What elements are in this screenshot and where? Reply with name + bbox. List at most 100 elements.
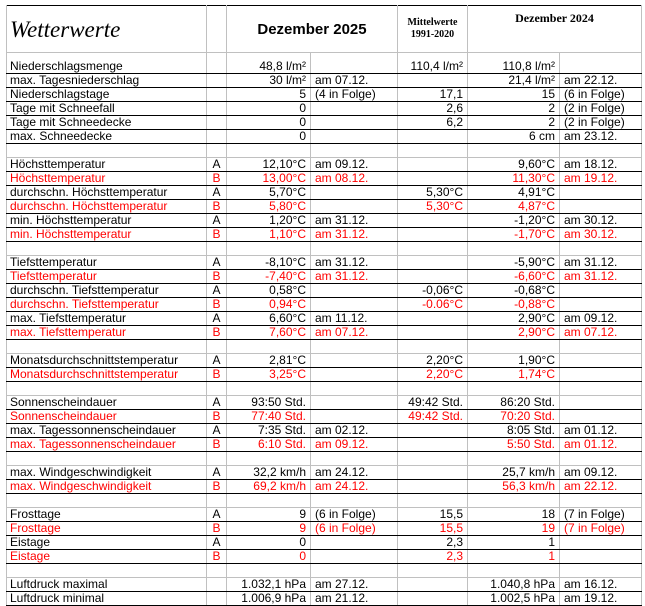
date-2024-cell[interactable]: (2 in Folge) <box>559 115 642 130</box>
station-cell[interactable] <box>206 591 227 606</box>
mittelwert-cell[interactable] <box>397 479 468 494</box>
value-2024-cell[interactable]: 56,3 km/h <box>467 479 560 494</box>
label-cell[interactable] <box>6 563 207 578</box>
date-2025-cell[interactable] <box>310 493 398 508</box>
value-2024-cell[interactable]: 110,8 l/m² <box>467 52 560 74</box>
station-cell[interactable]: B <box>206 297 227 312</box>
value-2024-cell[interactable] <box>467 381 560 396</box>
label-cell[interactable]: Niederschlagsmenge <box>6 52 207 74</box>
mittelwert-cell[interactable] <box>397 269 468 284</box>
label-cell[interactable]: durchschn. Höchsttemperatur <box>6 185 207 200</box>
date-2024-cell[interactable]: am 31.12. <box>559 255 642 270</box>
value-2025-cell[interactable]: 30 l/m² <box>226 73 311 88</box>
mittelwert-cell[interactable] <box>397 451 468 466</box>
label-cell[interactable]: min. Höchsttemperatur <box>6 227 207 242</box>
station-cell[interactable]: A <box>206 255 227 270</box>
value-2024-cell[interactable]: 19 <box>467 521 560 536</box>
value-2024-cell[interactable]: 1,74°C <box>467 367 560 382</box>
value-2025-cell[interactable]: 9 <box>226 507 311 522</box>
mittelwert-cell[interactable]: 49:42 Std. <box>397 395 468 410</box>
label-cell[interactable]: max. Schneedecke <box>6 129 207 144</box>
date-2024-cell[interactable] <box>559 451 642 466</box>
date-2024-cell[interactable] <box>559 339 642 354</box>
date-2024-cell[interactable] <box>559 535 642 550</box>
value-2025-cell[interactable]: 2,81°C <box>226 353 311 368</box>
date-2025-cell[interactable]: am 31.12. <box>310 227 398 242</box>
date-2025-cell[interactable] <box>310 52 398 74</box>
date-2024-cell[interactable] <box>559 143 642 158</box>
date-2025-cell[interactable] <box>310 381 398 396</box>
date-2025-cell[interactable]: (4 in Folge) <box>310 87 398 102</box>
station-cell[interactable]: B <box>206 521 227 536</box>
station-cell[interactable]: B <box>206 325 227 340</box>
label-cell[interactable]: Tage mit Schneedecke <box>6 115 207 130</box>
station-cell[interactable]: A <box>206 213 227 228</box>
label-cell[interactable]: Monatsdurchschnittstemperatur <box>6 367 207 382</box>
station-cell[interactable]: B <box>206 199 227 214</box>
station-cell[interactable] <box>206 129 227 144</box>
date-2024-cell[interactable] <box>559 283 642 298</box>
station-cell[interactable]: B <box>206 171 227 186</box>
value-2025-cell[interactable]: 77:40 Std. <box>226 409 311 424</box>
date-2024-cell[interactable]: (2 in Folge) <box>559 101 642 116</box>
value-2025-cell[interactable]: 5,80°C <box>226 199 311 214</box>
date-2024-cell[interactable]: (6 in Folge) <box>559 87 642 102</box>
value-2024-cell[interactable] <box>467 143 560 158</box>
label-cell[interactable]: Sonnenscheindauer <box>6 409 207 424</box>
date-2025-cell[interactable] <box>310 395 398 410</box>
date-2025-cell[interactable] <box>310 549 398 564</box>
label-cell[interactable]: Sonnenscheindauer <box>6 395 207 410</box>
date-2025-cell[interactable]: am 09.12. <box>310 157 398 172</box>
date-2024-cell[interactable]: am 01.12. <box>559 437 642 452</box>
value-2025-cell[interactable]: 48,8 l/m² <box>226 52 311 74</box>
date-2024-cell[interactable] <box>559 493 642 508</box>
date-2025-cell[interactable]: am 31.12. <box>310 255 398 270</box>
mittelwert-cell[interactable]: 2,3 <box>397 535 468 550</box>
value-2024-cell[interactable]: 4,91°C <box>467 185 560 200</box>
mittelwert-cell[interactable]: 2,20°C <box>397 353 468 368</box>
value-2024-cell[interactable]: -5,90°C <box>467 255 560 270</box>
date-2025-cell[interactable] <box>310 451 398 466</box>
date-2024-cell[interactable]: am 16.12. <box>559 577 642 592</box>
mittelwert-cell[interactable] <box>397 129 468 144</box>
mittelwert-cell[interactable] <box>397 143 468 158</box>
station-cell[interactable]: B <box>206 227 227 242</box>
value-2025-cell[interactable]: 69,2 km/h <box>226 479 311 494</box>
station-cell[interactable] <box>206 381 227 396</box>
date-2024-cell[interactable] <box>559 185 642 200</box>
date-2025-cell[interactable] <box>310 535 398 550</box>
station-cell[interactable]: A <box>206 535 227 550</box>
value-2025-cell[interactable]: -7,40°C <box>226 269 311 284</box>
value-2024-cell[interactable]: -1,20°C <box>467 213 560 228</box>
value-2024-cell[interactable]: 5:50 Std. <box>467 437 560 452</box>
date-2024-cell[interactable] <box>559 52 642 74</box>
station-cell[interactable] <box>206 563 227 578</box>
station-cell[interactable] <box>206 493 227 508</box>
station-cell[interactable]: B <box>206 549 227 564</box>
label-cell[interactable]: max. Tiefsttemperatur <box>6 325 207 340</box>
value-2024-cell[interactable]: 18 <box>467 507 560 522</box>
label-cell[interactable]: durchschn. Tiefsttemperatur <box>6 297 207 312</box>
date-2025-cell[interactable]: (6 in Folge) <box>310 521 398 536</box>
label-cell[interactable]: durchschn. Tiefsttemperatur <box>6 283 207 298</box>
value-2025-cell[interactable]: 6,60°C <box>226 311 311 326</box>
value-2025-cell[interactable]: 13,00°C <box>226 171 311 186</box>
mittelwert-cell[interactable]: 2,3 <box>397 549 468 564</box>
mittelwert-cell[interactable]: 5,30°C <box>397 185 468 200</box>
station-cell[interactable] <box>206 73 227 88</box>
value-2024-cell[interactable]: 2,90°C <box>467 325 560 340</box>
date-2024-cell[interactable] <box>559 395 642 410</box>
date-2024-cell[interactable] <box>559 563 642 578</box>
date-2024-cell[interactable]: am 09.12. <box>559 311 642 326</box>
value-2025-cell[interactable]: 6:10 Std. <box>226 437 311 452</box>
value-2024-cell[interactable] <box>467 563 560 578</box>
mittelwert-cell[interactable] <box>397 255 468 270</box>
date-2024-cell[interactable] <box>559 297 642 312</box>
date-2024-cell[interactable] <box>559 367 642 382</box>
date-2025-cell[interactable] <box>310 297 398 312</box>
value-2024-cell[interactable]: -0,68°C <box>467 283 560 298</box>
value-2024-cell[interactable] <box>467 339 560 354</box>
station-cell[interactable]: A <box>206 465 227 480</box>
date-2024-cell[interactable]: am 31.12. <box>559 269 642 284</box>
date-2025-cell[interactable]: (6 in Folge) <box>310 507 398 522</box>
